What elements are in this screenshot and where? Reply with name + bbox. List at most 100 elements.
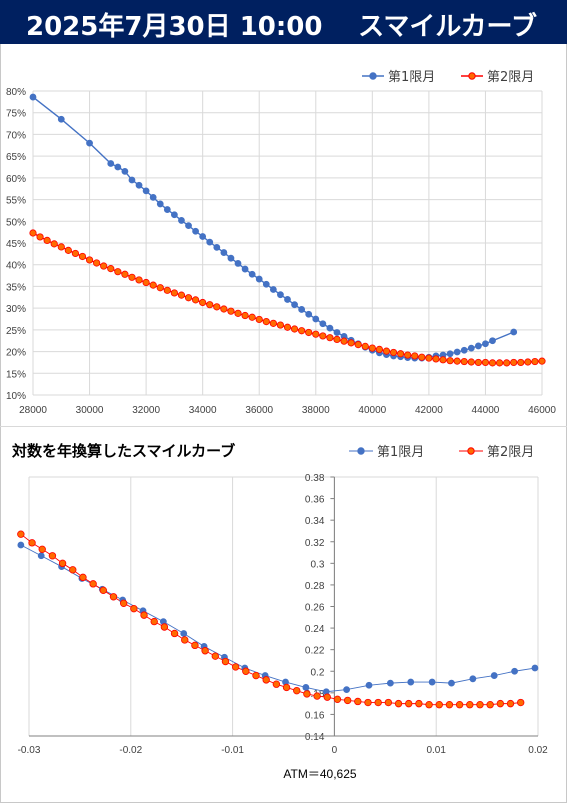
data-point xyxy=(185,222,192,230)
y-tick-label: 80% xyxy=(6,87,26,98)
data-point xyxy=(453,357,461,365)
y-tick-label: 0.22 xyxy=(305,646,325,657)
data-point xyxy=(163,286,171,294)
x-tick-label: -0.02 xyxy=(119,745,142,756)
data-point xyxy=(85,256,94,264)
data-point xyxy=(199,298,207,307)
header-date: 2025年7月30日 10:00 xyxy=(26,12,323,42)
data-point xyxy=(255,315,263,324)
data-point xyxy=(506,699,515,708)
data-point xyxy=(149,193,157,201)
x-tick-label: 44000 xyxy=(472,405,500,416)
data-point xyxy=(432,355,440,363)
x-tick-label: 30000 xyxy=(76,405,104,416)
data-point xyxy=(340,337,348,345)
data-point xyxy=(121,167,129,175)
y-tick-label: 60% xyxy=(6,174,26,185)
data-point xyxy=(206,238,214,246)
data-point xyxy=(177,291,186,299)
y-tick-label: 0.26 xyxy=(305,603,325,614)
data-point xyxy=(119,599,128,607)
y-tick-label: 0.38 xyxy=(305,473,325,484)
data-point xyxy=(213,303,221,311)
data-point xyxy=(58,559,67,568)
data-point xyxy=(389,348,398,357)
data-point xyxy=(252,671,260,680)
data-point xyxy=(36,233,44,241)
y-tick-label: 65% xyxy=(6,152,26,163)
data-point xyxy=(354,341,362,349)
x-tick-label: 42000 xyxy=(415,405,443,416)
data-point xyxy=(481,358,490,367)
data-point xyxy=(495,359,504,367)
data-point xyxy=(333,335,341,344)
data-point xyxy=(354,697,362,706)
data-point xyxy=(135,276,143,284)
data-point xyxy=(128,176,136,184)
data-point xyxy=(531,664,539,672)
data-point xyxy=(71,249,80,258)
data-point xyxy=(57,243,65,251)
data-point xyxy=(291,301,298,309)
data-point xyxy=(517,358,525,367)
data-point xyxy=(326,334,334,342)
data-point xyxy=(435,701,443,709)
data-point xyxy=(130,604,138,613)
data-point xyxy=(181,636,189,644)
data-point xyxy=(448,679,455,687)
data-point xyxy=(269,319,277,327)
data-point xyxy=(368,344,376,352)
data-point xyxy=(272,680,281,688)
data-point xyxy=(386,679,394,687)
y-tick-label: 75% xyxy=(6,109,26,120)
data-point xyxy=(43,236,51,244)
x-tick-label: 36000 xyxy=(245,405,273,416)
data-point xyxy=(364,698,372,707)
data-point xyxy=(382,347,391,355)
data-point xyxy=(107,265,115,273)
x-tick-label: 32000 xyxy=(132,405,160,416)
data-point xyxy=(234,309,242,317)
legend-label: 第1限月 xyxy=(377,445,424,460)
data-point xyxy=(283,323,292,331)
data-point xyxy=(142,278,150,287)
data-point xyxy=(28,539,36,547)
legend-label: 第1限月 xyxy=(388,70,435,85)
data-point xyxy=(262,676,270,684)
trend-line xyxy=(20,544,536,693)
y-tick-label: 0.34 xyxy=(305,516,325,527)
data-point xyxy=(425,354,433,362)
data-point xyxy=(455,701,464,709)
data-point xyxy=(170,629,179,638)
data-point xyxy=(305,310,313,318)
data-point xyxy=(511,667,518,675)
y-tick-label: 35% xyxy=(6,282,26,293)
data-point xyxy=(201,647,209,655)
x-tick-label: 0 xyxy=(332,745,338,756)
data-point xyxy=(156,200,164,208)
data-point xyxy=(241,265,249,273)
data-point xyxy=(466,701,474,709)
data-point xyxy=(439,356,447,364)
legend-label: 第2限月 xyxy=(487,445,534,460)
data-point xyxy=(446,350,454,358)
header-banner: 2025年7月30日 10:00 スマイルカーブ xyxy=(0,0,567,44)
y-tick-label: 0.28 xyxy=(305,581,325,592)
data-point xyxy=(227,307,235,315)
data-point xyxy=(312,330,320,338)
data-point xyxy=(262,318,270,326)
data-point xyxy=(538,357,546,365)
data-point xyxy=(302,684,310,691)
data-point xyxy=(220,305,228,313)
data-point xyxy=(89,580,97,588)
data-point xyxy=(467,344,475,352)
data-point xyxy=(474,342,482,350)
data-point xyxy=(460,357,468,366)
data-point xyxy=(474,358,482,367)
data-point xyxy=(469,675,477,683)
data-point xyxy=(524,358,532,366)
x-tick-label: 0.02 xyxy=(528,745,548,756)
data-point xyxy=(248,270,256,278)
data-point xyxy=(404,351,412,359)
